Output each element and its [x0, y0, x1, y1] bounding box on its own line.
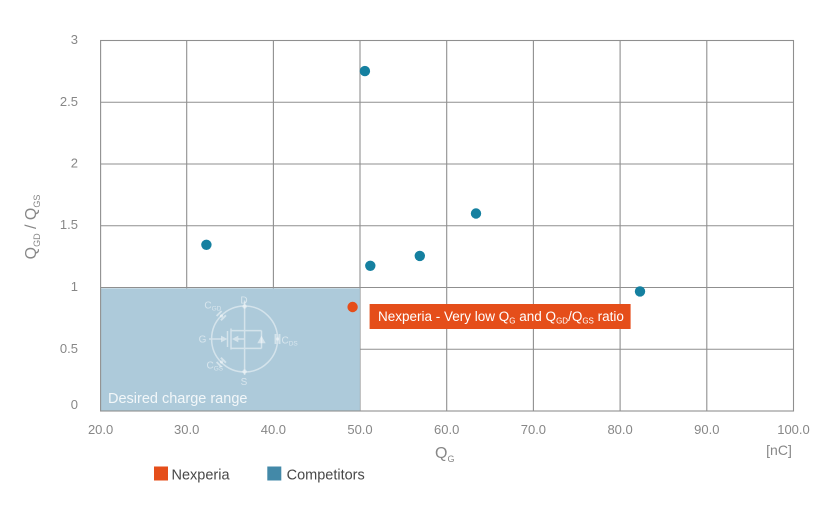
svg-text:0.5: 0.5	[60, 341, 78, 356]
svg-text:D: D	[240, 296, 247, 307]
svg-text:40.0: 40.0	[261, 422, 286, 437]
svg-text:G: G	[199, 335, 207, 346]
svg-text:90.0: 90.0	[694, 422, 719, 437]
svg-text:2.5: 2.5	[60, 94, 78, 109]
svg-text:0: 0	[71, 397, 78, 412]
svg-text:1.5: 1.5	[60, 217, 78, 232]
svg-text:Nexperia: Nexperia	[172, 468, 231, 484]
svg-text:3: 3	[71, 32, 78, 47]
svg-text:20.0: 20.0	[88, 422, 113, 437]
svg-text:[nC]: [nC]	[766, 442, 792, 458]
svg-text:2: 2	[71, 156, 78, 171]
svg-text:70.0: 70.0	[521, 422, 546, 437]
svg-text:80.0: 80.0	[607, 422, 632, 437]
svg-text:Desired charge range: Desired charge range	[108, 391, 247, 407]
svg-text:50.0: 50.0	[347, 422, 372, 437]
svg-text:100.0: 100.0	[777, 422, 810, 437]
svg-text:1: 1	[71, 279, 78, 294]
svg-text:30.0: 30.0	[174, 422, 199, 437]
svg-text:S: S	[241, 377, 248, 388]
svg-text:Competitors: Competitors	[287, 468, 365, 484]
svg-text:60.0: 60.0	[434, 422, 459, 437]
